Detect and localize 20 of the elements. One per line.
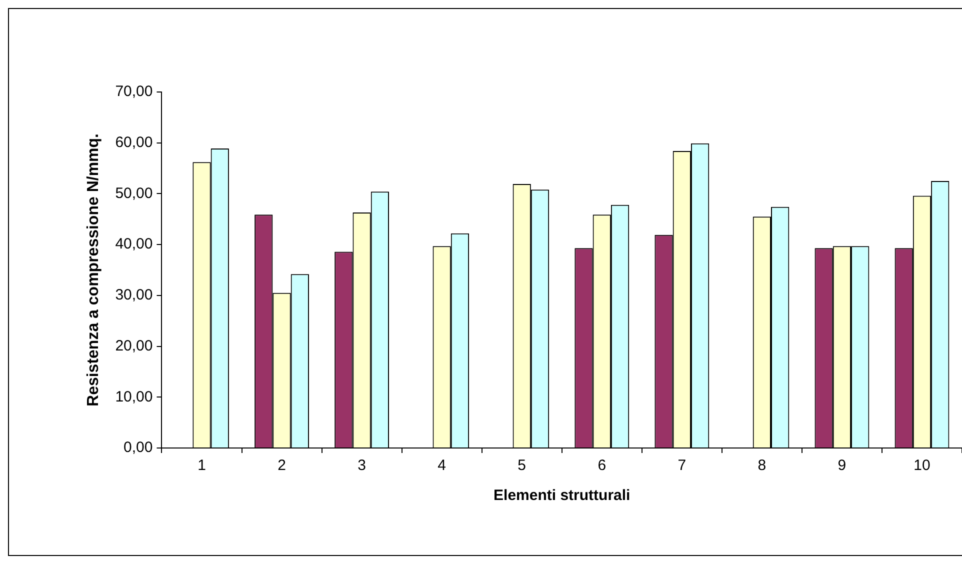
y-axis-title: Resistenza a compressione N/mmq. [85,134,102,406]
y-tick-label: 60,00 [115,134,153,151]
x-tick-label: 1 [198,457,206,474]
x-tick-label: 5 [518,457,526,474]
y-tick-label: 30,00 [115,286,153,304]
x-tick-label: 9 [838,457,846,474]
x-axis-title: Elementi strutturali [494,487,630,504]
x-tick-label: 6 [598,457,606,474]
y-tick-label: 10,00 [115,388,153,406]
x-tick-label: 3 [358,457,366,474]
y-tick-label: 20,00 [115,337,153,354]
x-tick-label: 10 [914,457,930,474]
x-tick-label: 8 [758,457,766,474]
y-tick-label: 50,00 [115,184,153,202]
x-tick-label: 7 [678,457,686,474]
y-tick-label: 0,00 [124,439,153,456]
y-tick-label: 40,00 [115,236,153,253]
x-tick-label: 2 [278,457,286,474]
y-tick-label: 70,00 [115,83,153,100]
x-tick-label: 4 [438,457,446,474]
